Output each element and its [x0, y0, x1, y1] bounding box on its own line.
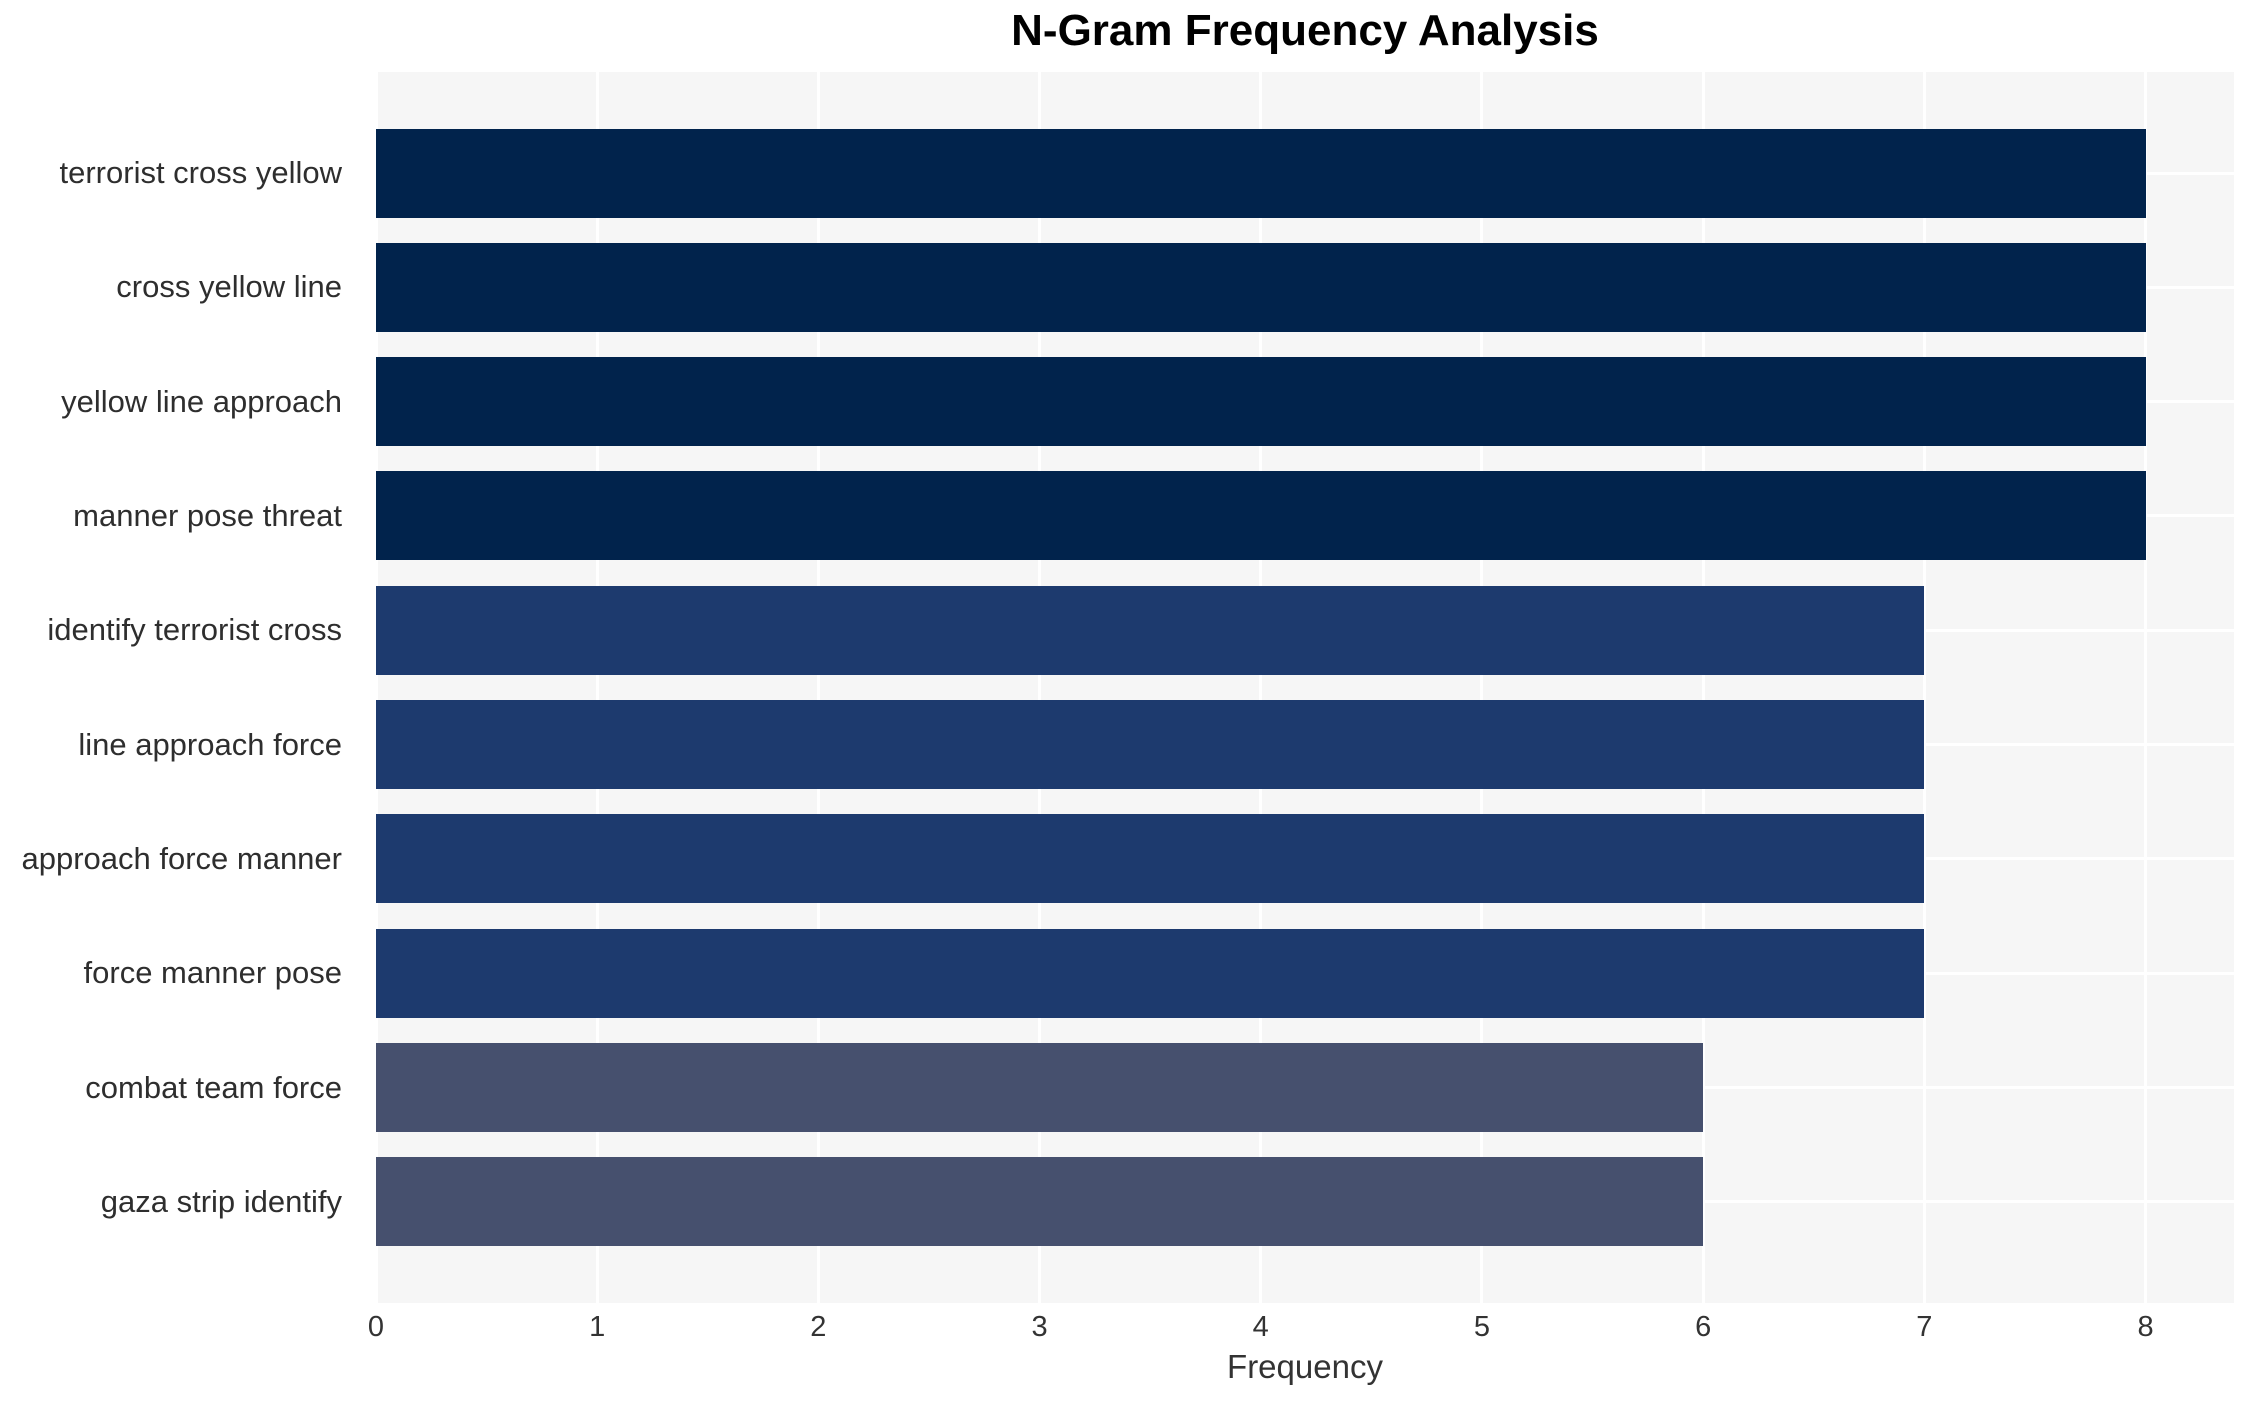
vertical-gridline — [816, 72, 820, 1303]
vertical-gridline — [1259, 72, 1263, 1303]
bar-terrorist-cross-yellow — [376, 128, 2146, 218]
x-tick-label: 5 — [1473, 1311, 1490, 1343]
x-tick-label: 3 — [1031, 1311, 1048, 1343]
bar-manner-pose-threat — [376, 471, 2146, 561]
y-tick-label: terrorist cross yellow — [59, 155, 343, 190]
vertical-gridline — [1922, 72, 1926, 1303]
x-tick-label: 1 — [589, 1311, 606, 1343]
vertical-gridline — [1480, 72, 1484, 1303]
y-tick-label: approach force manner — [21, 840, 342, 876]
bar-gaza-strip-identify — [376, 1157, 1704, 1247]
x-tick-label: 4 — [1252, 1311, 1269, 1343]
bar-identify-terrorist-cross — [376, 585, 1925, 675]
x-tick-label: 8 — [2137, 1311, 2154, 1343]
vertical-gridline — [1038, 72, 1042, 1303]
y-tick-label: gaza strip identify — [100, 1183, 342, 1219]
y-tick-label: identify terrorist cross — [47, 612, 342, 648]
x-axis-title: Frequency — [1227, 1348, 1383, 1385]
chart-title: N-Gram Frequency Analysis — [1011, 6, 1599, 55]
bar-yellow-line-approach — [376, 357, 2146, 447]
vertical-gridline — [2144, 72, 2148, 1303]
bar-line-approach-force — [376, 700, 1925, 790]
x-tick-label: 2 — [810, 1311, 827, 1343]
bar-cross-yellow-line — [376, 242, 2146, 332]
bar-force-manner-pose — [376, 928, 1925, 1018]
y-tick-label: force manner pose — [83, 955, 342, 991]
x-tick-label: 6 — [1695, 1311, 1712, 1343]
plot-area — [376, 72, 2234, 1303]
y-tick-label: line approach force — [78, 726, 342, 762]
bar-approach-force-manner — [376, 814, 1925, 904]
y-tick-label: combat team force — [85, 1069, 342, 1105]
x-tick-label: 0 — [367, 1311, 385, 1343]
vertical-gridline — [595, 72, 599, 1303]
vertical-gridline — [376, 72, 378, 1303]
bar-combat-team-force — [376, 1043, 1704, 1133]
x-tick-label: 7 — [1916, 1311, 1933, 1343]
vertical-gridline — [1701, 72, 1705, 1303]
y-tick-label: cross yellow line — [116, 269, 342, 305]
y-tick-label: yellow line approach — [61, 383, 342, 419]
y-tick-label: manner pose threat — [73, 497, 342, 533]
